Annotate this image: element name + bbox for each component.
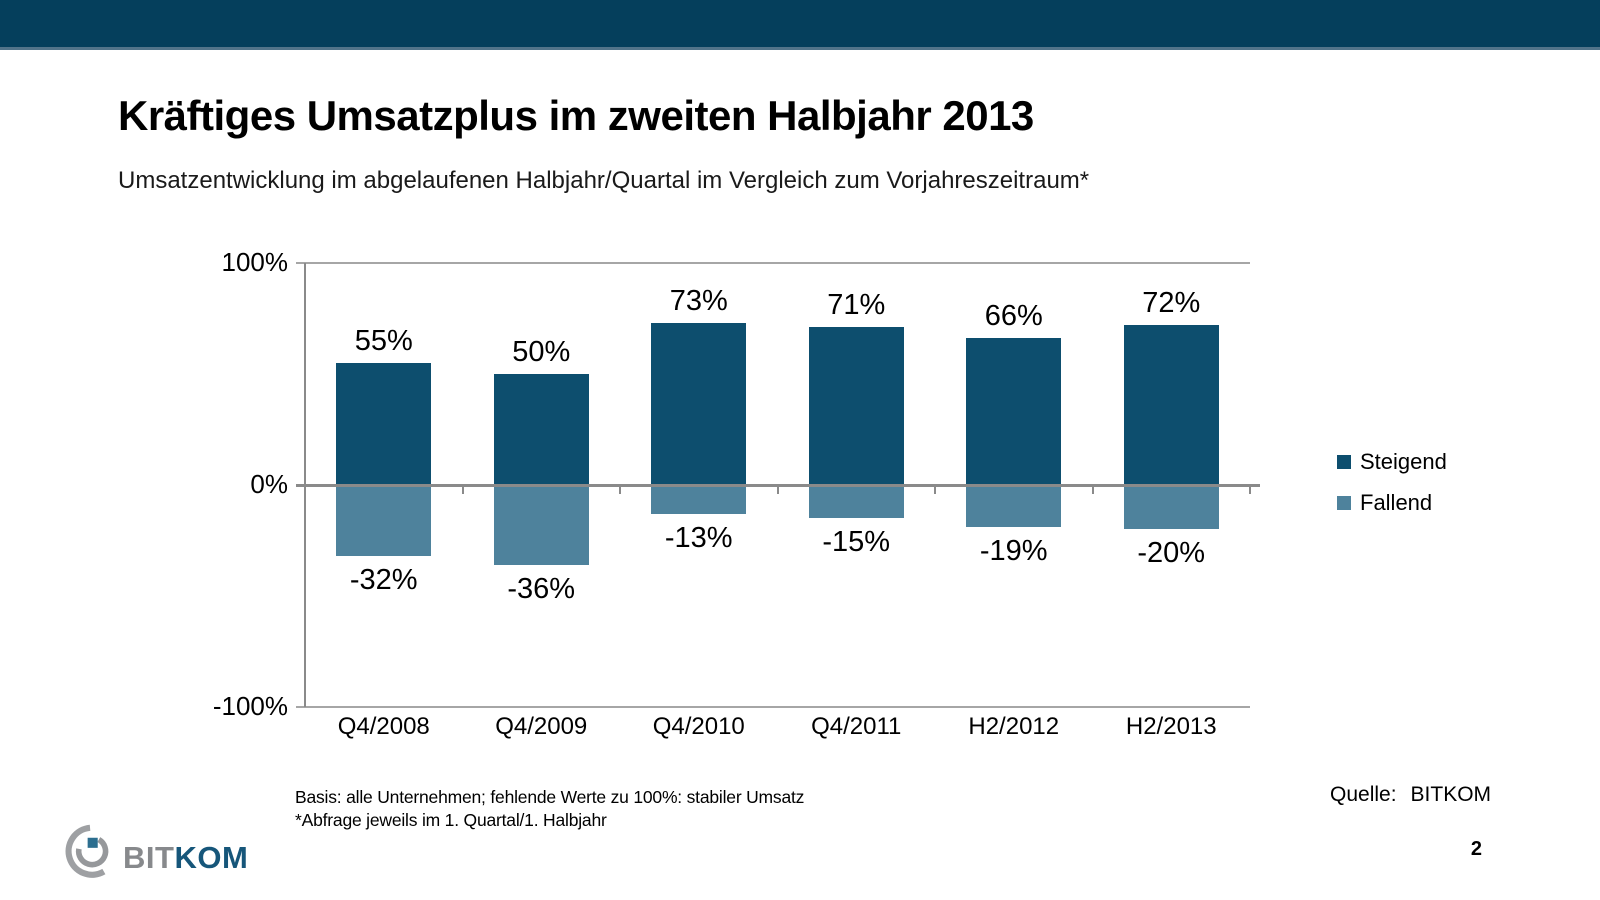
legend-item-fallend: Fallend	[1337, 490, 1433, 515]
bar-steigend-Q4/2009	[493, 374, 589, 485]
zero-axis-line	[296, 484, 1260, 487]
gridline-bottom	[296, 706, 1250, 708]
y-axis-tick-label: -100%	[212, 691, 288, 721]
legend-label-fallend: Fallend	[1360, 490, 1433, 515]
logo-inner-arc	[75, 837, 109, 868]
x-axis-label: H2/2013	[1125, 713, 1217, 740]
bar-steigend-Q4/2011	[808, 327, 904, 485]
source-value: BITKOM	[1410, 783, 1492, 806]
logo-wordmark: BITKOM	[123, 840, 248, 876]
x-axis-label: Q4/2010	[652, 713, 745, 740]
x-axis-label: Q4/2008	[337, 713, 430, 740]
data-label-negative: -20%	[1137, 537, 1206, 569]
source-note: Quelle: BITKOM	[1330, 783, 1491, 807]
data-label-negative: -13%	[664, 522, 733, 554]
data-label-positive: 72%	[1142, 287, 1201, 319]
zero-axis-tick	[619, 487, 621, 494]
bar-fallend-Q4/2008	[336, 485, 432, 556]
data-label-positive: 73%	[669, 285, 728, 317]
data-label-negative: -15%	[822, 526, 891, 558]
data-label-positive: 50%	[512, 336, 571, 368]
legend-label-steigend: Steigend	[1360, 449, 1447, 474]
logo-square	[87, 837, 98, 848]
data-label-positive: 55%	[354, 325, 413, 357]
bar-fallend-Q4/2009	[493, 485, 589, 565]
bar-steigend-H2/2012	[966, 338, 1062, 485]
bar-steigend-Q4/2010	[651, 323, 747, 485]
bar-fallend-H2/2012	[966, 485, 1062, 527]
data-label-negative: -19%	[979, 535, 1048, 567]
zero-axis-tick	[304, 487, 306, 494]
data-label-negative: -32%	[349, 564, 418, 596]
bar-fallend-Q4/2011	[808, 485, 904, 518]
legend-swatch-fallend	[1337, 496, 1351, 510]
x-axis-label: H2/2012	[968, 713, 1060, 740]
bitkom-logo-icon	[65, 824, 109, 878]
bar-steigend-H2/2013	[1123, 325, 1219, 485]
zero-axis-tick	[776, 487, 779, 494]
legend-item-steigend: Steigend	[1337, 449, 1447, 474]
zero-axis-tick	[461, 487, 464, 494]
legend-swatch-steigend	[1337, 455, 1351, 469]
zero-axis-tick	[1249, 487, 1251, 494]
footnote-line-1: Basis: alle Unternehmen; fehlende Werte …	[295, 787, 805, 807]
gridline-top	[296, 262, 1250, 264]
bar-fallend-Q4/2010	[651, 485, 747, 514]
bar-fallend-H2/2013	[1123, 485, 1219, 529]
zero-axis-tick	[1091, 487, 1094, 494]
footnote-line-2: *Abfrage jeweils im 1. Quartal/1. Halbja…	[295, 810, 607, 830]
source-label: Quelle:	[1330, 783, 1397, 806]
banner-accent-line	[0, 47, 1600, 50]
bar-steigend-Q4/2008	[336, 363, 432, 485]
x-axis-label: Q4/2009	[495, 713, 588, 740]
logo-outer-arc	[65, 824, 106, 878]
data-label-positive: 71%	[827, 289, 886, 321]
top-banner	[0, 0, 1600, 47]
logo-text-bit: BIT	[123, 840, 175, 875]
y-axis-tick-label: 100%	[221, 247, 289, 277]
x-axis-label: Q4/2011	[811, 713, 902, 740]
logo-text-kom: KOM	[174, 840, 249, 875]
slide-subtitle: Umsatzentwicklung im abgelaufenen Halbja…	[118, 167, 1090, 194]
data-label-negative: -36%	[507, 573, 576, 605]
page-number: 2	[1470, 838, 1482, 860]
y-axis-tick-label: 0%	[250, 469, 288, 499]
footnote-block: Basis: alle Unternehmen; fehlende Werte …	[295, 786, 804, 832]
bitkom-logo: BITKOM	[63, 818, 283, 888]
data-label-positive: 66%	[984, 300, 1043, 332]
slide-title: Kräftiges Umsatzplus im zweiten Halbjahr…	[118, 92, 1034, 139]
zero-axis-tick	[934, 487, 936, 494]
